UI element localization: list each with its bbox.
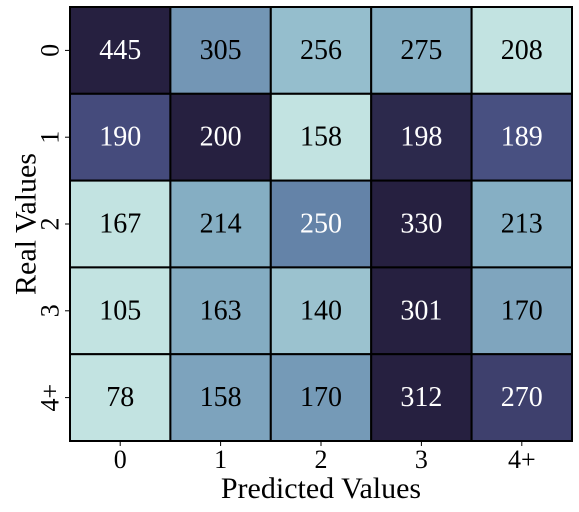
cell-value-label: 256 — [300, 35, 342, 66]
cell-value-label: 163 — [200, 295, 242, 326]
cell-value-label: 167 — [99, 209, 141, 240]
cell-value-label: 170 — [300, 382, 342, 413]
cell-value-label: 198 — [400, 122, 442, 153]
heatmap-cell-r4-c0 — [69, 353, 172, 443]
cell-value-label: 213 — [501, 209, 543, 240]
x-axis-ticks: 0 1 2 3 4+ — [114, 441, 536, 474]
heatmap-cell-r1-c4 — [470, 92, 574, 182]
heatmap-cell-r2-c1 — [169, 179, 272, 269]
heatmap-cell-r0-c2 — [269, 6, 373, 95]
heatmap-cell-r3-c2 — [269, 266, 373, 356]
cell-value-label: 105 — [99, 295, 141, 326]
x-tick-label: 0 — [114, 445, 127, 474]
cell-value-label: 190 — [99, 122, 141, 153]
heatmap-cell-r4-c1 — [169, 353, 272, 443]
y-tick-label: 0 — [36, 44, 65, 57]
x-tick-label: 1 — [214, 445, 227, 474]
cell-value-label: 250 — [300, 209, 342, 240]
x-tick-label: 2 — [315, 445, 328, 474]
cell-value-label: 158 — [300, 122, 342, 153]
y-tick-label: 1 — [36, 131, 65, 144]
y-axis-ticks: 0 1 2 3 4+ — [36, 44, 70, 412]
y-tick-label: 3 — [36, 304, 65, 317]
x-axis-label: Predicted Values — [221, 472, 421, 505]
heatmap-cell-r4-c2 — [269, 353, 373, 443]
heatmap-cell-r3-c3 — [370, 266, 473, 356]
heatmap-cell-r3-c1 — [169, 266, 272, 356]
cell-value-label: 214 — [200, 209, 242, 240]
y-axis-label: Real Values — [10, 153, 43, 295]
cell-value-label: 158 — [200, 382, 242, 413]
cell-value-label: 330 — [400, 209, 442, 240]
y-tick-label: 2 — [36, 218, 65, 231]
x-tick-label: 3 — [415, 445, 428, 474]
cell-value-label: 305 — [200, 35, 242, 66]
cell-value-label: 170 — [501, 295, 543, 326]
heatmap-cell-r3-c4 — [470, 266, 574, 356]
heatmap-cell-r1-c2 — [269, 92, 373, 182]
cell-value-label: 78 — [106, 382, 134, 413]
cell-value-label: 301 — [400, 295, 442, 326]
y-tick-label: 4+ — [36, 384, 65, 412]
cell-value-label: 200 — [200, 122, 242, 153]
cell-value-label: 275 — [400, 35, 442, 66]
heatmap-cell-r0-c0 — [69, 6, 172, 95]
cell-value-label: 189 — [501, 122, 543, 153]
x-tick-label: 4+ — [508, 445, 536, 474]
cell-value-label: 208 — [501, 35, 543, 66]
cell-value-label: 445 — [99, 35, 141, 66]
cell-value-label: 270 — [501, 382, 543, 413]
cell-value-label: 312 — [400, 382, 442, 413]
heatmap-cell-r0-c1 — [169, 6, 272, 95]
cell-value-label: 140 — [300, 295, 342, 326]
heatmap-cells: 445 305 256 275 208 190 200 158 198 189 167 214 250 3… — [69, 6, 574, 443]
heatmap-cell-r2-c3 — [370, 179, 473, 269]
